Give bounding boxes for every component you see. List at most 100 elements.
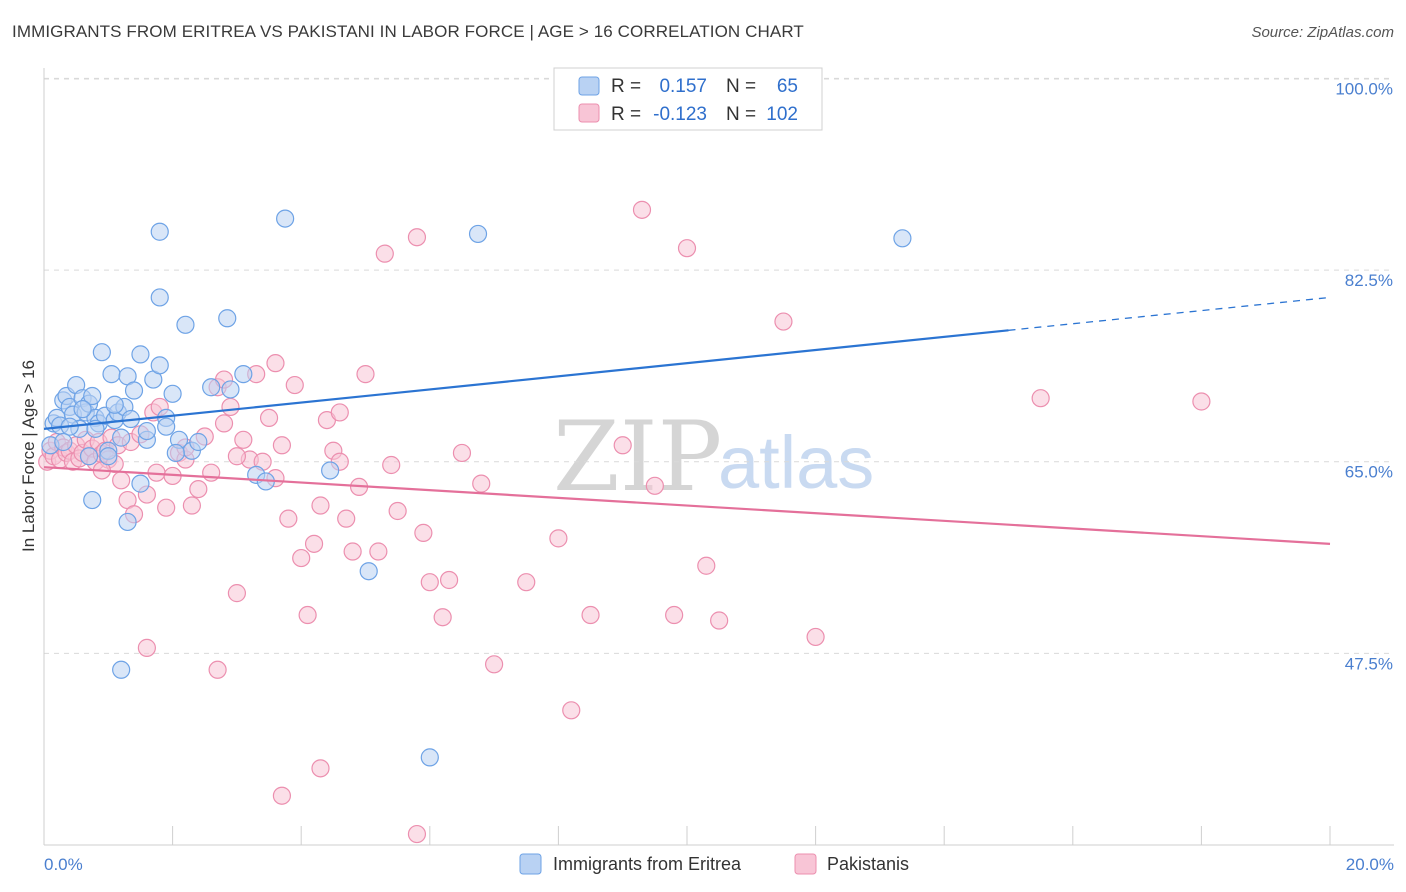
eritrea-point <box>468 224 488 244</box>
pakistanis-point <box>382 455 401 475</box>
bottom-legend-swatch-pakistanis <box>794 853 817 875</box>
eritrea-point <box>420 748 439 767</box>
legend-r-value-eritrea: 0.157 <box>659 76 707 97</box>
pakistanis-point <box>1031 389 1050 408</box>
bottom-legend-label-pakistanis: Pakistanis <box>827 854 909 874</box>
pakistanis-point <box>1192 392 1211 411</box>
pakistanis-point <box>375 244 394 263</box>
watermark-zip: ZIP <box>553 401 722 513</box>
pakistanis-point <box>388 501 407 521</box>
pakistanis-point <box>613 436 632 455</box>
pakistanis-point <box>137 638 156 657</box>
pakistanis-point <box>189 479 208 499</box>
pakistanis-point <box>407 824 427 844</box>
legend-n-value-pakistanis: 102 <box>766 104 798 125</box>
pakistanis-point <box>710 611 729 630</box>
pakistanis-point <box>157 498 176 517</box>
watermark-atlas: atlas <box>718 421 874 504</box>
pakistanis-point <box>279 509 298 528</box>
y-tick-label: 65.0% <box>1345 463 1393 482</box>
x-ticks <box>172 826 1331 845</box>
eritrea-point <box>276 209 295 228</box>
pakistanis-point <box>227 447 246 466</box>
y-tick-labels: 100.0% 82.5% 65.0% 47.5% <box>1335 79 1393 673</box>
pakistanis-point <box>227 584 246 603</box>
y-axis-title: In Labor Force | Age > 16 <box>19 360 38 552</box>
trendlines <box>43 296 1331 545</box>
pakistanis-point <box>485 655 504 674</box>
eritrea-point <box>218 309 237 328</box>
pakistanis-point <box>112 471 131 490</box>
eritrea-point <box>321 461 340 480</box>
pakistanis-trendline <box>43 466 1331 545</box>
pakistanis-point <box>259 408 279 428</box>
pakistanis-point <box>806 627 825 647</box>
eritrea-point <box>157 417 176 436</box>
pakistanis-point <box>292 548 311 568</box>
eritrea-point <box>189 432 208 452</box>
pakistanis-point <box>369 542 388 561</box>
eritrea-point <box>202 378 221 397</box>
pakistanis-point <box>774 312 793 331</box>
bottom-legend: Immigrants from Eritrea Pakistanis <box>519 853 909 875</box>
bottom-legend-label-eritrea: Immigrants from Eritrea <box>553 854 742 874</box>
eritrea-points <box>41 209 912 767</box>
eritrea-point <box>92 343 111 362</box>
pakistanis-point <box>645 476 664 495</box>
pakistanis-point <box>272 436 292 455</box>
pakistanis-point <box>407 228 427 247</box>
eritrea-point <box>176 315 195 334</box>
pakistanis-point <box>272 786 292 805</box>
eritrea-point <box>99 447 118 466</box>
legend-n-value-eritrea: 65 <box>777 76 798 97</box>
pakistanis-point <box>517 573 536 592</box>
pakistanis-point <box>202 463 221 482</box>
pakistanis-point <box>665 605 684 625</box>
pakistanis-point <box>356 365 375 384</box>
pakistanis-point <box>234 430 253 449</box>
pakistanis-point <box>414 523 433 542</box>
eritrea-point <box>79 447 99 466</box>
x-tick-label-max: 20.0% <box>1346 855 1394 874</box>
eritrea-point <box>150 288 169 307</box>
pakistanis-point <box>549 529 568 548</box>
legend-n-label-eritrea: N = <box>726 76 756 97</box>
eritrea-point <box>131 474 150 493</box>
pakistanis-point <box>433 608 452 627</box>
eritrea-point <box>221 380 240 399</box>
eritrea-point <box>359 562 378 581</box>
pakistanis-point <box>581 605 600 625</box>
pakistanis-point <box>285 375 304 395</box>
eritrea-point <box>131 345 150 364</box>
legend-swatch-pakistanis <box>578 103 600 123</box>
pakistanis-point <box>632 200 652 219</box>
pakistanis-point <box>562 701 581 720</box>
eritrea-point <box>137 421 156 441</box>
legend-r-label-pakistanis: R = <box>611 104 641 125</box>
eritrea-trendline <box>43 329 1009 430</box>
pakistanis-point <box>337 509 356 528</box>
eritrea-point <box>83 386 102 406</box>
legend-r-label-eritrea: R = <box>611 76 641 97</box>
eritrea-point <box>893 229 912 248</box>
pakistanis-point <box>420 573 439 592</box>
eritrea-point <box>163 384 182 403</box>
pakistanis-point <box>304 534 324 553</box>
legend-box: R = 0.157 N = 65 R = -0.123 N = 102 <box>553 67 823 131</box>
pakistanis-point <box>298 605 317 625</box>
chart-title: IMMIGRANTS FROM ERITREA VS PAKISTANI IN … <box>12 22 804 41</box>
watermark: ZIP atlas <box>553 401 874 513</box>
eritrea-point <box>83 490 102 510</box>
eritrea-point <box>234 365 253 384</box>
eritrea-point <box>150 356 169 375</box>
pakistanis-point <box>221 397 240 417</box>
pakistanis-point <box>697 556 716 575</box>
pakistanis-point <box>266 354 285 373</box>
pakistanis-point <box>452 443 472 463</box>
pakistanis-points <box>38 200 1211 844</box>
pakistanis-point <box>311 496 330 515</box>
pakistanis-point <box>182 496 201 515</box>
eritrea-point <box>54 432 73 452</box>
legend-r-value-pakistanis: -0.123 <box>653 104 707 125</box>
